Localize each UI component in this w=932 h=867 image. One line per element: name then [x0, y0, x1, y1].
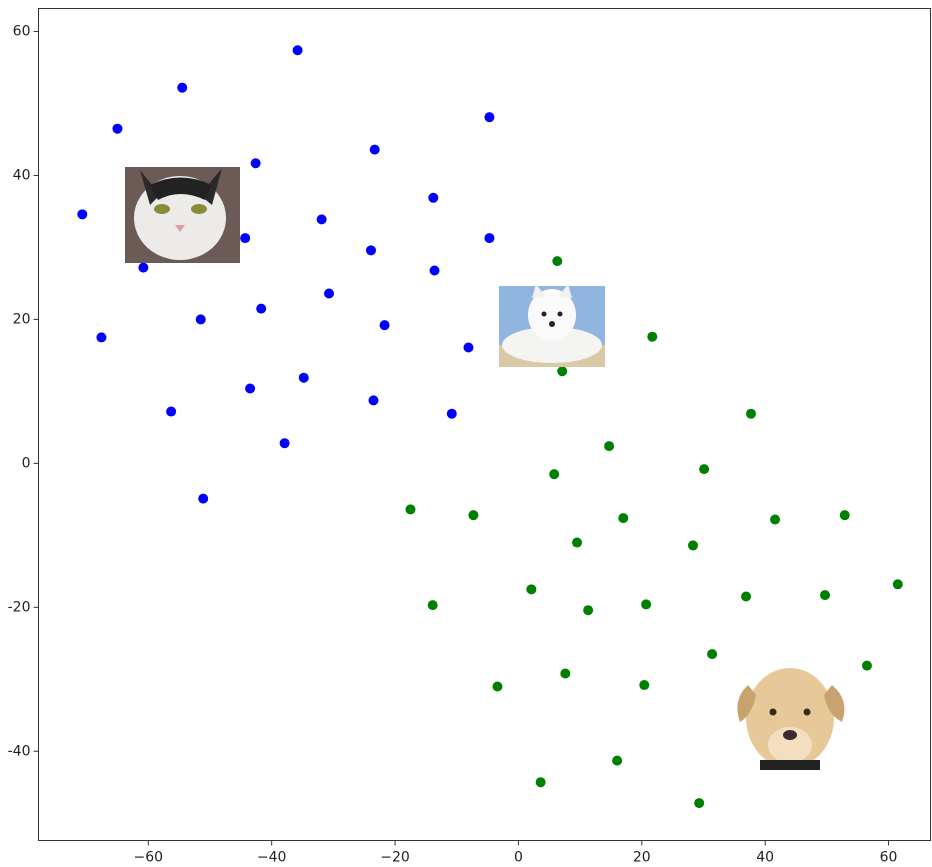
cat-image [125, 167, 240, 263]
point [256, 303, 267, 314]
point [699, 464, 710, 475]
point [549, 469, 560, 480]
point [368, 395, 379, 406]
x-tick-label: −20 [380, 850, 410, 866]
point [324, 288, 335, 299]
y-tick-label: 40 [13, 167, 31, 183]
point [468, 510, 479, 521]
x-tick-label: 40 [756, 850, 774, 866]
point [741, 591, 752, 602]
point [770, 514, 781, 525]
point [463, 342, 474, 353]
samoyed-image [499, 284, 605, 367]
point [557, 366, 568, 377]
point [560, 668, 571, 679]
point [820, 590, 831, 601]
point [861, 660, 872, 671]
point [177, 82, 188, 93]
point [641, 599, 652, 610]
point [316, 214, 327, 225]
point [484, 112, 495, 123]
point [77, 209, 88, 220]
point [429, 265, 440, 276]
point [245, 383, 256, 394]
plot-area [77, 45, 903, 809]
point [839, 510, 850, 521]
point [612, 755, 623, 766]
point [526, 584, 537, 595]
point [298, 372, 309, 383]
point [694, 798, 705, 809]
point [618, 513, 629, 524]
point [484, 233, 495, 244]
x-tick-label: 20 [633, 850, 651, 866]
x-tick-label: −60 [134, 850, 164, 866]
point [492, 681, 503, 692]
point [446, 408, 457, 419]
plot-frame [38, 8, 931, 841]
y-tick-label: -40 [8, 743, 31, 759]
point [892, 579, 903, 590]
y-tick-label: 0 [22, 455, 31, 471]
point [707, 649, 718, 660]
point [647, 331, 658, 342]
labrador-image [737, 668, 845, 770]
point [195, 314, 206, 325]
point [428, 192, 439, 203]
point [279, 438, 290, 449]
point [138, 262, 149, 273]
x-tick-label: 60 [880, 850, 898, 866]
point [427, 600, 438, 611]
point [166, 406, 177, 417]
point [198, 493, 209, 504]
point [379, 320, 390, 331]
point [552, 256, 563, 267]
point [365, 245, 376, 256]
point [639, 680, 650, 691]
point [96, 332, 107, 343]
point [240, 233, 251, 244]
point [535, 777, 546, 788]
point [604, 441, 615, 452]
point [405, 504, 416, 515]
y-tick-label: 60 [13, 24, 31, 40]
point [583, 605, 594, 616]
point [369, 144, 380, 155]
point [250, 158, 261, 169]
y-tick-label: 20 [13, 311, 31, 327]
point [112, 123, 123, 134]
x-tick-label: −40 [257, 850, 287, 866]
y-tick-label: -20 [8, 599, 31, 615]
point [745, 408, 756, 419]
point [572, 537, 583, 548]
x-tick-label: 0 [514, 850, 523, 866]
point [292, 45, 303, 56]
point [688, 540, 699, 551]
